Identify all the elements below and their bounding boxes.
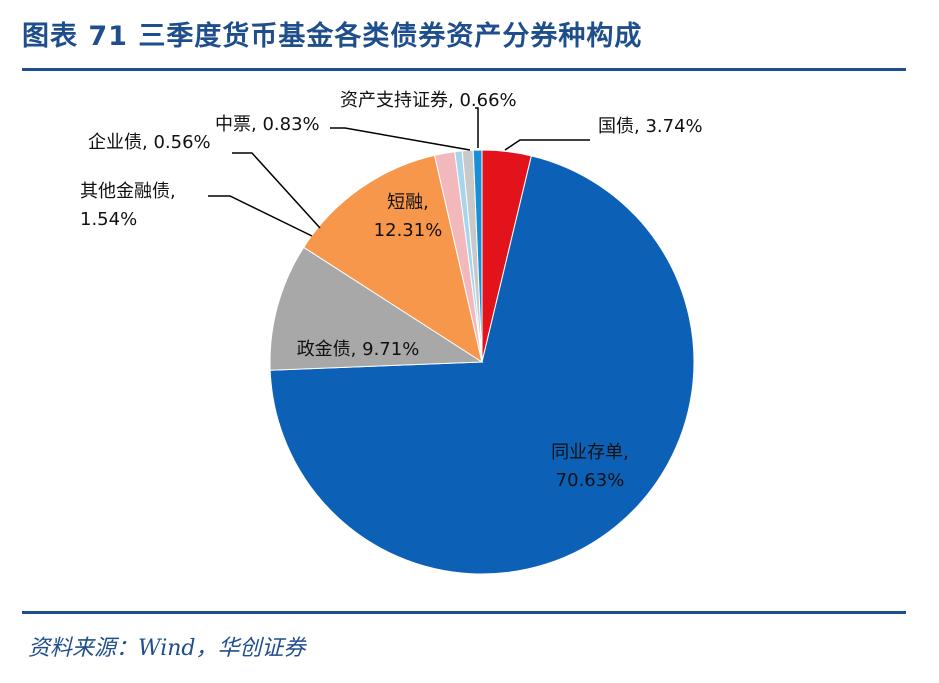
source-note: 资料来源：Wind，华创证券 xyxy=(28,636,306,661)
slice-label-0: 国债, 3.74% xyxy=(598,116,703,137)
chart-title: 图表 71 三季度货币基金各类债券资产分券种构成 xyxy=(22,21,643,52)
slice-label-6: 中票, 0.83% xyxy=(215,114,320,135)
pie-slices xyxy=(269,149,695,575)
top-rule xyxy=(22,68,906,71)
pie-slice-2 xyxy=(269,246,484,371)
slice-label-2: 政金债, 9.71% xyxy=(297,339,420,360)
slice-label-1: 同业存单, 70.63% xyxy=(551,442,629,491)
leader-line-7 xyxy=(475,107,479,148)
slice-label-7: 资产支持证券, 0.66% xyxy=(340,90,517,111)
slice-label-3: 短融, 12.31% xyxy=(374,192,443,241)
pie-slice-3 xyxy=(303,154,483,364)
slice-labels: 国债, 3.74% 同业存单, 70.63% 政金债, 9.71% 短融, 12.31% 其… xyxy=(80,90,703,491)
leader-line-4 xyxy=(208,195,313,237)
pie-slice-7 xyxy=(472,149,483,363)
slice-label-5: 企业债, 0.56% xyxy=(88,132,211,153)
leader-line-0 xyxy=(504,139,590,151)
pie-slice-1 xyxy=(269,155,695,575)
leader-line-6 xyxy=(330,127,471,151)
bottom-rule xyxy=(22,611,906,614)
leader-lines xyxy=(208,107,590,237)
leader-line-5 xyxy=(232,152,321,229)
slice-label-4: 其他金融债, 1.54% xyxy=(80,181,176,230)
